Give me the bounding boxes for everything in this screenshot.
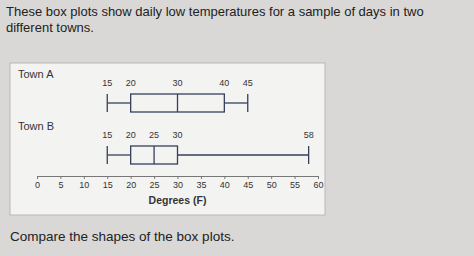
data-label: 15: [102, 78, 112, 88]
tick-label: 60: [313, 180, 323, 190]
data-label: 15: [102, 130, 112, 140]
chart: Town A 15 20 30 40 45 Town B 15 20 25 30 58 0 5 10 15 20…: [0, 0, 474, 256]
annotation: Compare the shapes of the box plots.: [10, 229, 234, 244]
tick-mark: [154, 176, 155, 179]
tick-label: 45: [243, 180, 253, 190]
tick-mark: [295, 176, 296, 179]
tick: 0: [35, 176, 40, 190]
tick: 45: [243, 176, 253, 190]
data-label: 58: [304, 130, 314, 140]
tick-mark: [318, 176, 319, 179]
tick-label: 25: [150, 180, 160, 190]
tick-label: 50: [267, 180, 277, 190]
tick-label: 0: [35, 180, 40, 190]
whisker: [107, 102, 130, 103]
tick-mark: [37, 176, 38, 179]
minimum: [107, 94, 108, 112]
tick-mark: [201, 176, 202, 179]
median: [153, 146, 154, 164]
maximum: [247, 94, 248, 112]
data-label: 40: [219, 78, 229, 88]
maximum: [308, 146, 309, 164]
tick-label: 55: [290, 180, 300, 190]
tick-label: 40: [220, 180, 230, 190]
tick-label: 35: [196, 180, 206, 190]
tick: 5: [58, 176, 63, 190]
box: [131, 94, 225, 112]
series-label: Town B: [18, 120, 54, 132]
data-label: 25: [149, 130, 159, 140]
tick-mark: [60, 176, 61, 179]
title: These box plots show daily low temperatu…: [6, 4, 468, 36]
whisker: [224, 102, 247, 103]
axis-title: Degrees (F): [149, 194, 207, 206]
tick-mark: [131, 176, 132, 179]
tick: 25: [150, 176, 160, 190]
tick-mark: [84, 176, 85, 179]
labels: Town A 15 20 30 40 45 Town B 15 20 25 30 58: [18, 68, 314, 140]
tick-label: 10: [79, 180, 89, 190]
axis-line: [38, 177, 319, 180]
tick: 40: [220, 176, 230, 190]
plot-area: [107, 94, 308, 164]
tick: 50: [267, 176, 277, 190]
tick: 20: [126, 176, 136, 190]
tick-mark: [224, 176, 225, 179]
tick: 10: [79, 176, 89, 190]
series-label: Town A: [18, 68, 54, 80]
minimum: [107, 146, 108, 164]
data-label: 30: [172, 78, 182, 88]
data-label: 20: [126, 130, 136, 140]
tick: 30: [173, 176, 183, 190]
data-label: 30: [172, 130, 182, 140]
tick: 35: [196, 176, 206, 190]
x-axis: 0 5 10 15 20 25 30 35 40 45 50 55 60: [35, 176, 324, 190]
box-plot: [107, 146, 308, 164]
panel: [10, 63, 325, 215]
box: [131, 146, 178, 164]
box-plot: [107, 94, 248, 112]
tick-mark: [271, 176, 272, 179]
tick: 55: [290, 176, 300, 190]
whisker: [178, 154, 309, 155]
tick-mark: [248, 176, 249, 179]
tick-label: 5: [58, 180, 63, 190]
tick-label: 30: [173, 180, 183, 190]
tick-label: 15: [103, 180, 113, 190]
whisker: [107, 154, 130, 155]
tick: 60: [313, 176, 323, 190]
tick-mark: [178, 176, 179, 179]
median: [177, 94, 178, 112]
tick-mark: [107, 176, 108, 179]
data-label: 45: [243, 78, 253, 88]
tick: 15: [103, 176, 113, 190]
data-label: 20: [126, 78, 136, 88]
tick-label: 20: [126, 180, 136, 190]
